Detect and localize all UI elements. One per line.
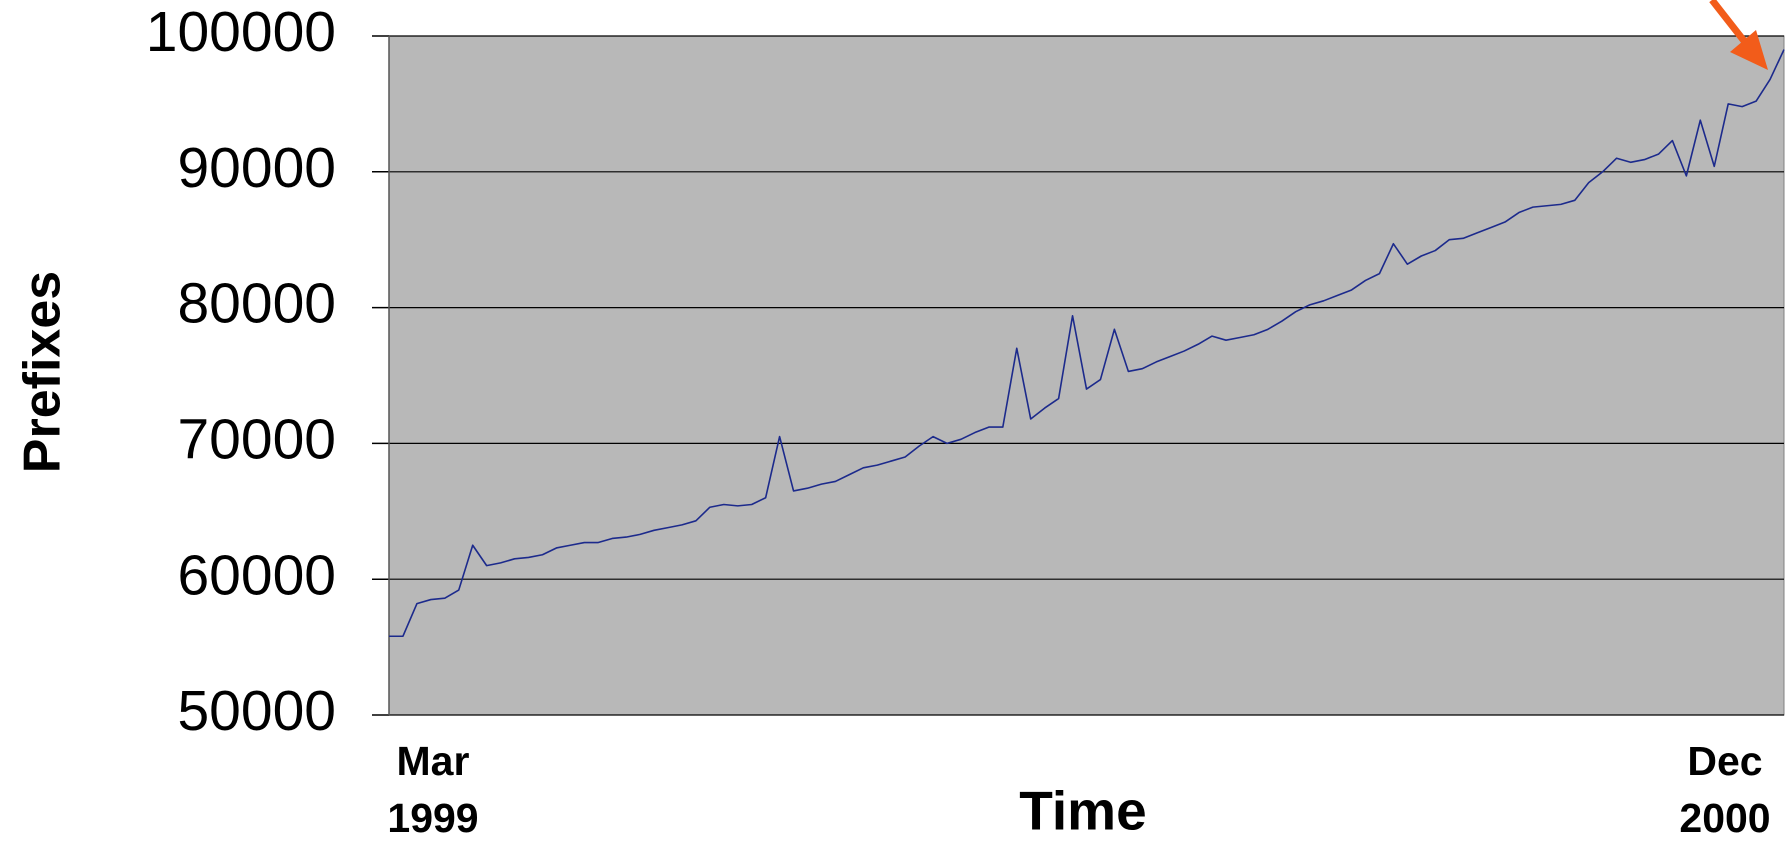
x-tick-label: Dec 2000 (1679, 738, 1771, 841)
y-tick-label: 80000 (177, 272, 336, 336)
y-tick-label: 90000 (177, 136, 336, 200)
y-tick-label: 60000 (177, 543, 336, 607)
data-line (389, 49, 1785, 638)
plot-area (388, 35, 1785, 716)
y-tick-label: 50000 (177, 679, 336, 743)
y-tick-label: 100000 (146, 0, 336, 64)
annotation-arrow (1709, 0, 1768, 70)
x-tick-label: Mar 1999 (387, 738, 479, 841)
x-axis-title: Time (1019, 780, 1146, 842)
y-tick-label: 70000 (177, 407, 336, 471)
y-axis-title: Prefixes (14, 271, 72, 473)
